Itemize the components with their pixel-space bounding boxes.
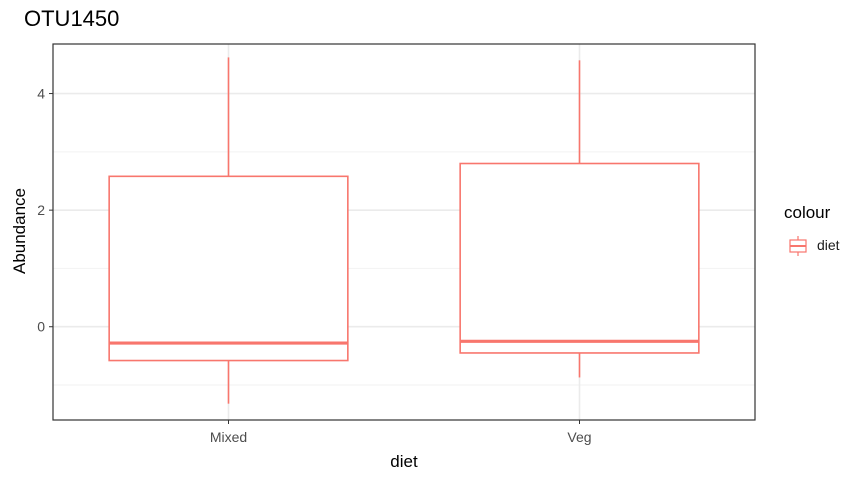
iqr-box — [108, 175, 349, 362]
chart-title: OTU1450 — [24, 6, 120, 31]
boxes — [108, 57, 700, 404]
axes: 0 2 4 Mixed Veg — [37, 86, 591, 445]
y-tick-label: 0 — [37, 319, 45, 335]
box-veg — [459, 60, 700, 378]
iqr-box — [459, 162, 700, 354]
y-tick-label: 4 — [37, 86, 45, 102]
x-tick-label: Mixed — [210, 429, 247, 445]
y-tick-label: 2 — [37, 202, 45, 218]
legend-entry: diet — [784, 235, 864, 256]
y-axis-label: Abundance — [10, 188, 29, 274]
legend-box-icon — [789, 236, 807, 256]
legend-label: diet — [817, 237, 840, 253]
box-mixed — [108, 57, 349, 404]
panel-border — [52, 43, 756, 421]
x-axis-label: diet — [390, 452, 418, 471]
legend-title: colour — [784, 203, 831, 222]
legend: colour diet — [784, 203, 840, 256]
x-tick-label: Veg — [567, 429, 591, 445]
